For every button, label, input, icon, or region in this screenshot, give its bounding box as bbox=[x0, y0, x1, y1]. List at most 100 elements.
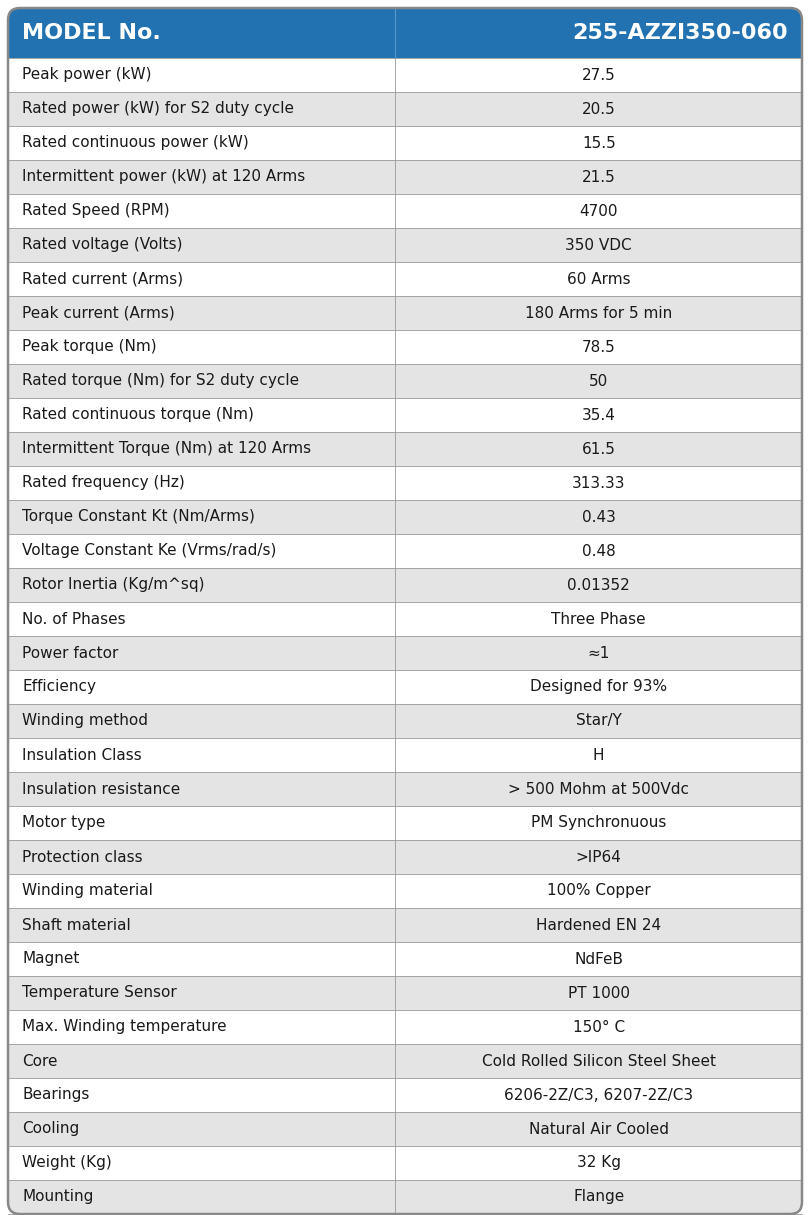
Text: Rated Speed (RPM): Rated Speed (RPM) bbox=[22, 203, 169, 219]
Text: Core: Core bbox=[22, 1053, 58, 1068]
Text: 6206-2Z/C3, 6207-2Z/C3: 6206-2Z/C3, 6207-2Z/C3 bbox=[504, 1087, 693, 1102]
Bar bbox=[8, 228, 802, 262]
Bar bbox=[8, 635, 802, 669]
FancyBboxPatch shape bbox=[8, 1180, 802, 1214]
Bar bbox=[8, 840, 802, 874]
Text: Weight (Kg): Weight (Kg) bbox=[22, 1155, 112, 1170]
Text: 313.33: 313.33 bbox=[572, 475, 625, 491]
Text: 50: 50 bbox=[589, 373, 608, 389]
Text: Cold Rolled Silicon Steel Sheet: Cold Rolled Silicon Steel Sheet bbox=[482, 1053, 716, 1068]
Bar bbox=[8, 1044, 802, 1078]
Text: >IP64: >IP64 bbox=[576, 849, 621, 865]
Bar bbox=[8, 908, 802, 942]
Bar bbox=[8, 874, 802, 908]
Text: 15.5: 15.5 bbox=[582, 136, 616, 151]
Text: > 500 Mohm at 500Vdc: > 500 Mohm at 500Vdc bbox=[508, 781, 689, 797]
Text: MODEL No.: MODEL No. bbox=[22, 23, 160, 43]
Text: NdFeB: NdFeB bbox=[574, 951, 623, 966]
Bar bbox=[8, 1112, 802, 1146]
Bar bbox=[8, 772, 802, 806]
Bar bbox=[8, 194, 802, 228]
Bar bbox=[8, 296, 802, 330]
Text: 61.5: 61.5 bbox=[582, 441, 616, 457]
Text: Designed for 93%: Designed for 93% bbox=[531, 679, 667, 695]
Text: Winding material: Winding material bbox=[22, 883, 153, 899]
Text: 0.43: 0.43 bbox=[582, 509, 616, 525]
Text: Protection class: Protection class bbox=[22, 849, 143, 865]
Bar bbox=[8, 942, 802, 976]
Bar bbox=[8, 126, 802, 160]
Text: 0.48: 0.48 bbox=[582, 543, 616, 559]
Text: Temperature Sensor: Temperature Sensor bbox=[22, 985, 177, 1000]
Bar bbox=[8, 399, 802, 433]
Bar bbox=[8, 669, 802, 703]
Bar bbox=[8, 535, 802, 567]
Text: 0.01352: 0.01352 bbox=[567, 577, 630, 593]
Text: 150° C: 150° C bbox=[573, 1019, 625, 1034]
Text: Peak power (kW): Peak power (kW) bbox=[22, 68, 151, 83]
Bar bbox=[8, 364, 802, 399]
Text: 60 Arms: 60 Arms bbox=[567, 271, 630, 287]
Bar bbox=[8, 567, 802, 601]
Text: PT 1000: PT 1000 bbox=[568, 985, 629, 1000]
Text: ≈1: ≈1 bbox=[587, 645, 610, 661]
Text: 4700: 4700 bbox=[579, 203, 618, 219]
Bar bbox=[8, 806, 802, 840]
Bar bbox=[8, 738, 802, 772]
Bar bbox=[8, 92, 802, 126]
Text: Rated frequency (Hz): Rated frequency (Hz) bbox=[22, 475, 185, 491]
Bar bbox=[8, 976, 802, 1010]
Text: 180 Arms for 5 min: 180 Arms for 5 min bbox=[525, 305, 672, 321]
Text: Flange: Flange bbox=[573, 1189, 625, 1204]
Text: Winding method: Winding method bbox=[22, 713, 148, 729]
Text: 27.5: 27.5 bbox=[582, 68, 616, 83]
Bar bbox=[8, 262, 802, 296]
Text: Insulation Class: Insulation Class bbox=[22, 747, 142, 763]
Bar bbox=[8, 160, 802, 194]
Text: H: H bbox=[593, 747, 604, 763]
Text: Voltage Constant Ke (Vrms/rad/s): Voltage Constant Ke (Vrms/rad/s) bbox=[22, 543, 276, 559]
Bar bbox=[8, 1180, 802, 1197]
Text: Power factor: Power factor bbox=[22, 645, 118, 661]
Text: Magnet: Magnet bbox=[22, 951, 79, 966]
Text: Rated continuous torque (Nm): Rated continuous torque (Nm) bbox=[22, 407, 254, 423]
Text: Rated continuous power (kW): Rated continuous power (kW) bbox=[22, 136, 249, 151]
Bar bbox=[8, 501, 802, 535]
Bar bbox=[8, 433, 802, 467]
Bar bbox=[8, 1010, 802, 1044]
Text: 32 Kg: 32 Kg bbox=[577, 1155, 620, 1170]
Bar bbox=[8, 1078, 802, 1112]
Text: 255-AZZI350-060: 255-AZZI350-060 bbox=[573, 23, 788, 43]
Text: 350 VDC: 350 VDC bbox=[565, 237, 632, 253]
Bar bbox=[8, 703, 802, 738]
Text: Insulation resistance: Insulation resistance bbox=[22, 781, 181, 797]
Text: Motor type: Motor type bbox=[22, 815, 105, 831]
Text: Star/Y: Star/Y bbox=[576, 713, 621, 729]
Text: Rated torque (Nm) for S2 duty cycle: Rated torque (Nm) for S2 duty cycle bbox=[22, 373, 299, 389]
Text: Cooling: Cooling bbox=[22, 1121, 79, 1136]
FancyBboxPatch shape bbox=[8, 9, 802, 58]
Text: Efficiency: Efficiency bbox=[22, 679, 96, 695]
Text: Max. Winding temperature: Max. Winding temperature bbox=[22, 1019, 227, 1034]
Bar bbox=[8, 601, 802, 635]
Text: Bearings: Bearings bbox=[22, 1087, 89, 1102]
Text: Intermittent Torque (Nm) at 120 Arms: Intermittent Torque (Nm) at 120 Arms bbox=[22, 441, 311, 457]
Text: Hardened EN 24: Hardened EN 24 bbox=[536, 917, 661, 932]
Text: 35.4: 35.4 bbox=[582, 407, 616, 423]
Text: Rotor Inertia (Kg/m^sq): Rotor Inertia (Kg/m^sq) bbox=[22, 577, 204, 593]
Text: Rated current (Arms): Rated current (Arms) bbox=[22, 271, 183, 287]
Text: Torque Constant Kt (Nm/Arms): Torque Constant Kt (Nm/Arms) bbox=[22, 509, 255, 525]
Text: 21.5: 21.5 bbox=[582, 170, 616, 185]
Bar bbox=[8, 467, 802, 501]
Text: PM Synchronuous: PM Synchronuous bbox=[531, 815, 667, 831]
Text: Mounting: Mounting bbox=[22, 1189, 93, 1204]
Text: 78.5: 78.5 bbox=[582, 339, 616, 355]
Text: Three Phase: Three Phase bbox=[552, 611, 646, 627]
Bar bbox=[8, 33, 802, 58]
Text: Peak torque (Nm): Peak torque (Nm) bbox=[22, 339, 156, 355]
Text: Intermittent power (kW) at 120 Arms: Intermittent power (kW) at 120 Arms bbox=[22, 170, 305, 185]
Text: Shaft material: Shaft material bbox=[22, 917, 130, 932]
Text: 20.5: 20.5 bbox=[582, 102, 616, 117]
Text: Peak current (Arms): Peak current (Arms) bbox=[22, 305, 175, 321]
Text: Natural Air Cooled: Natural Air Cooled bbox=[529, 1121, 669, 1136]
